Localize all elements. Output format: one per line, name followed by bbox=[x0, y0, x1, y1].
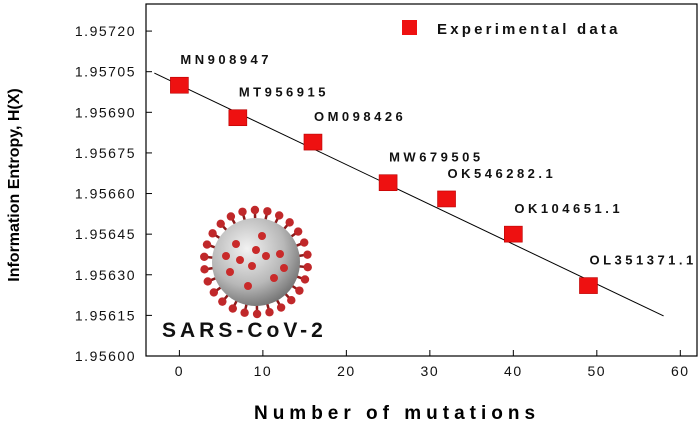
data-point bbox=[303, 133, 323, 151]
virus-surface-dot bbox=[252, 246, 260, 254]
virus-surface-dot bbox=[258, 232, 266, 240]
x-tick-label: 60 bbox=[671, 363, 690, 379]
legend-label: Experimental data bbox=[437, 21, 621, 38]
virus-spike-tip bbox=[200, 252, 209, 262]
virus-spike-tip bbox=[263, 207, 272, 216]
point-labels: MN908947 MT956915 OM098426 MW679505OK546282… bbox=[180, 52, 696, 268]
x-axis-ticks: 0 10 20 30 40 50 60 bbox=[175, 350, 690, 379]
virus-spike-tip bbox=[303, 262, 312, 272]
data-point bbox=[228, 109, 248, 127]
point-label: MW679505 bbox=[389, 150, 483, 165]
sars-cov-2-annotation: SARS-CoV-2 bbox=[162, 319, 327, 342]
data-point bbox=[170, 76, 189, 94]
x-tick-label: 20 bbox=[337, 363, 356, 379]
point-label: MN908947 bbox=[180, 52, 272, 67]
virus-spike-tip bbox=[295, 286, 304, 295]
virus-spike-tip bbox=[226, 212, 236, 221]
x-tick-label: 30 bbox=[421, 363, 440, 379]
virus-spike-tip bbox=[209, 288, 219, 297]
data-point bbox=[504, 225, 523, 243]
y-tick-label: 1.95705 bbox=[75, 64, 136, 80]
virus-spike-tip bbox=[238, 207, 247, 216]
y-tick-label: 1.95615 bbox=[75, 307, 136, 323]
x-tick-label: 40 bbox=[504, 363, 523, 379]
y-tick-label: 1.95645 bbox=[75, 226, 136, 242]
virus-spike-tip bbox=[293, 227, 303, 236]
virus-spike-tip bbox=[276, 303, 286, 312]
x-tick-label: 50 bbox=[588, 363, 607, 379]
virus-surface-dot bbox=[232, 240, 240, 248]
y-axis-title: Information Entropy, H(X) bbox=[6, 88, 23, 281]
plot-frame bbox=[145, 3, 698, 357]
virus-spike-tip bbox=[240, 308, 249, 317]
legend-marker bbox=[402, 20, 417, 35]
virus-spike-tip bbox=[252, 309, 262, 319]
data-point bbox=[579, 277, 598, 294]
point-label: OK104651.1 bbox=[514, 201, 623, 216]
y-tick-label: 1.95660 bbox=[75, 186, 136, 202]
data-points bbox=[170, 76, 598, 294]
virus-spike-tip bbox=[287, 295, 296, 305]
virus-surface-dot bbox=[222, 252, 230, 260]
point-label: OK546282.1 bbox=[448, 166, 557, 181]
point-label: MT956915 bbox=[239, 85, 329, 100]
point-label: OL351371.1 bbox=[589, 253, 696, 268]
virus-surface-dot bbox=[262, 252, 270, 260]
point-label: OM098426 bbox=[314, 109, 406, 124]
x-tick-label: 10 bbox=[254, 363, 273, 379]
virus-spike-tip bbox=[303, 250, 312, 259]
x-axis-title: Number of mutations bbox=[254, 403, 540, 424]
legend: Experimental data bbox=[402, 20, 621, 38]
virus-surface-dot bbox=[276, 250, 284, 258]
virus-spike-tip bbox=[218, 297, 227, 306]
virus-surface-dot bbox=[226, 268, 234, 276]
y-tick-label: 1.95690 bbox=[75, 104, 136, 120]
y-tick-label: 1.95675 bbox=[75, 145, 136, 161]
virus-spike-tip bbox=[200, 265, 209, 274]
virus-spike-tip bbox=[202, 240, 212, 249]
virus-spike-tip bbox=[275, 211, 284, 220]
virus-surface-dot bbox=[236, 256, 244, 264]
virus-spike-tip bbox=[300, 275, 310, 284]
virus-spike-tip bbox=[203, 277, 212, 286]
data-point bbox=[378, 174, 398, 192]
virus-spike-tip bbox=[216, 219, 225, 229]
virus-spike-tip bbox=[300, 238, 309, 247]
y-axis-ticks: 1.95600 1.95615 1.95630 1.95645 1.95660 1.956… bbox=[75, 23, 152, 364]
virus-surface-dot bbox=[248, 262, 256, 270]
virus-spike-tip bbox=[250, 205, 260, 215]
data-point bbox=[437, 190, 456, 208]
virus-spike-tip bbox=[208, 229, 217, 238]
virus-spike-tip bbox=[265, 308, 274, 317]
virus-surface-dot bbox=[280, 264, 288, 272]
x-tick-label: 0 bbox=[175, 363, 184, 379]
y-tick-label: 1.95720 bbox=[75, 23, 136, 39]
virus-surface-dot bbox=[270, 274, 278, 282]
virus-spike-tip bbox=[228, 304, 237, 313]
y-tick-label: 1.95600 bbox=[75, 348, 136, 364]
virus-surface-dot bbox=[244, 282, 252, 290]
y-tick-label: 1.95630 bbox=[75, 267, 136, 283]
virus-spike-tip bbox=[285, 218, 294, 227]
coronavirus-illustration-icon bbox=[200, 205, 312, 319]
